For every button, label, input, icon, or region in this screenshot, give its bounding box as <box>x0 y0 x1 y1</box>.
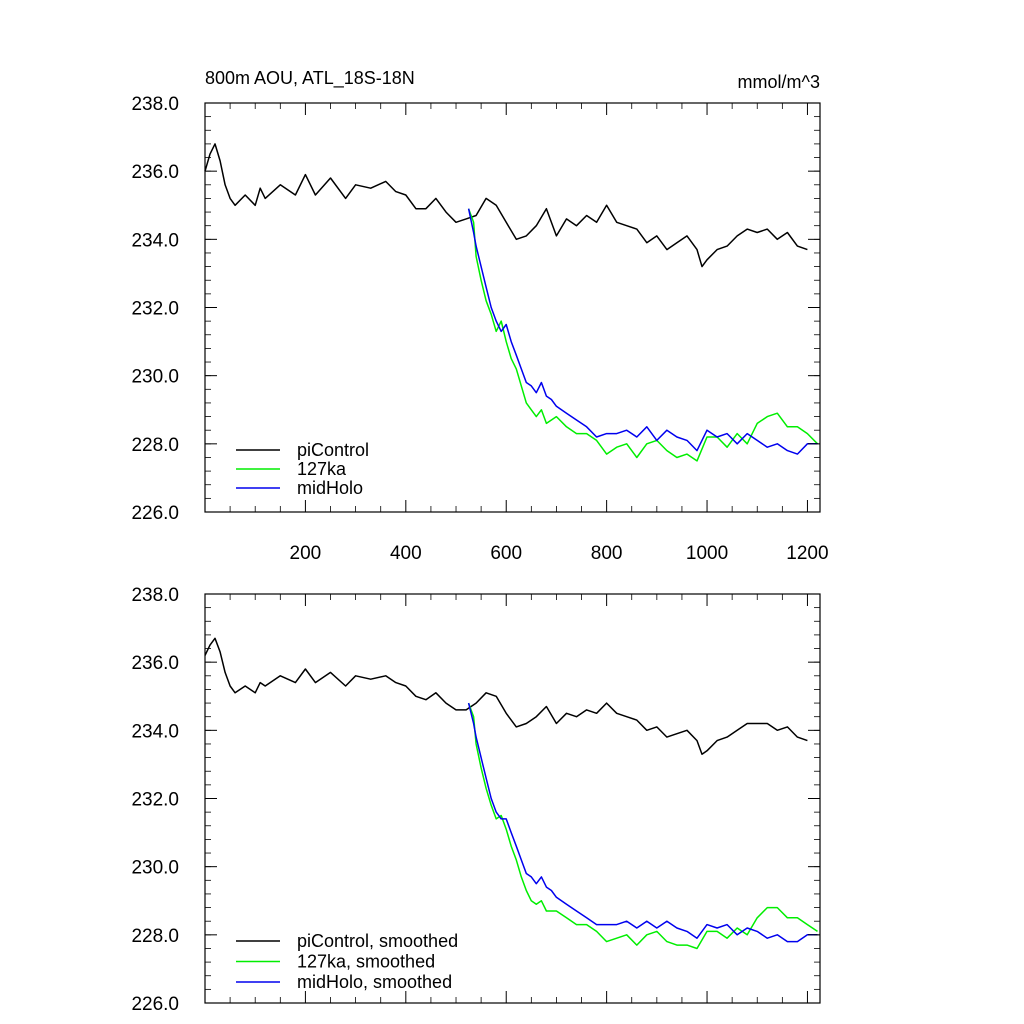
series-layer <box>204 143 819 462</box>
x-tick-label: 200 <box>290 543 322 564</box>
top-panel: 800m AOU, ATL_18S-18N mmol/m^3 226.0 228.… <box>131 68 828 564</box>
series-line-1 <box>467 208 819 462</box>
legend-label: piControl, smoothed <box>297 931 458 951</box>
x-tick-label: 1200 <box>786 543 828 564</box>
x-tick-label: 800 <box>591 543 623 564</box>
y-tick-label: 234.0 <box>131 230 179 251</box>
bottom-panel: 226.0 228.0 230.0 232.0 234.0 236.0 238.0 piCo… <box>131 585 821 1015</box>
tick-layer: 226.0 228.0 230.0 232.0 234.0 236.0 238.0 <box>131 585 820 1015</box>
y-tick-label: 226.0 <box>131 503 179 524</box>
legend-label: piControl <box>297 440 369 460</box>
y-tick-label: 238.0 <box>131 585 179 606</box>
series-line-0 <box>204 637 808 755</box>
y-tick-label: 236.0 <box>131 162 179 183</box>
y-tick-label: 232.0 <box>131 790 179 811</box>
legend-label: midHolo <box>297 478 363 498</box>
legend-label: 127ka, smoothed <box>297 952 435 972</box>
tick-layer: 226.0 228.0 230.0 232.0 234.0 236.0 238.0 200 40… <box>131 94 828 564</box>
y-tick-label: 230.0 <box>131 367 179 388</box>
series-line-1 <box>467 702 818 950</box>
y-tick-label: 226.0 <box>131 994 179 1015</box>
legend-label: midHolo, smoothed <box>297 972 452 992</box>
legend-label: 127ka <box>297 459 347 479</box>
series-line-0 <box>204 143 808 268</box>
y-tick-label: 236.0 <box>131 653 179 674</box>
series-layer <box>204 637 818 950</box>
series-line-2 <box>467 208 818 455</box>
y-tick-label: 232.0 <box>131 299 179 320</box>
x-tick-label: 1000 <box>686 543 728 564</box>
y-tick-label: 234.0 <box>131 721 179 742</box>
y-tick-label: 238.0 <box>131 94 179 115</box>
units-label: mmol/m^3 <box>738 72 820 92</box>
chart-title: 800m AOU, ATL_18S-18N <box>205 68 415 89</box>
y-tick-label: 228.0 <box>131 926 179 947</box>
series-line-2 <box>467 702 818 943</box>
x-tick-label: 600 <box>490 543 522 564</box>
y-tick-label: 230.0 <box>131 858 179 879</box>
y-tick-label: 228.0 <box>131 435 179 456</box>
x-tick-label: 400 <box>390 543 422 564</box>
